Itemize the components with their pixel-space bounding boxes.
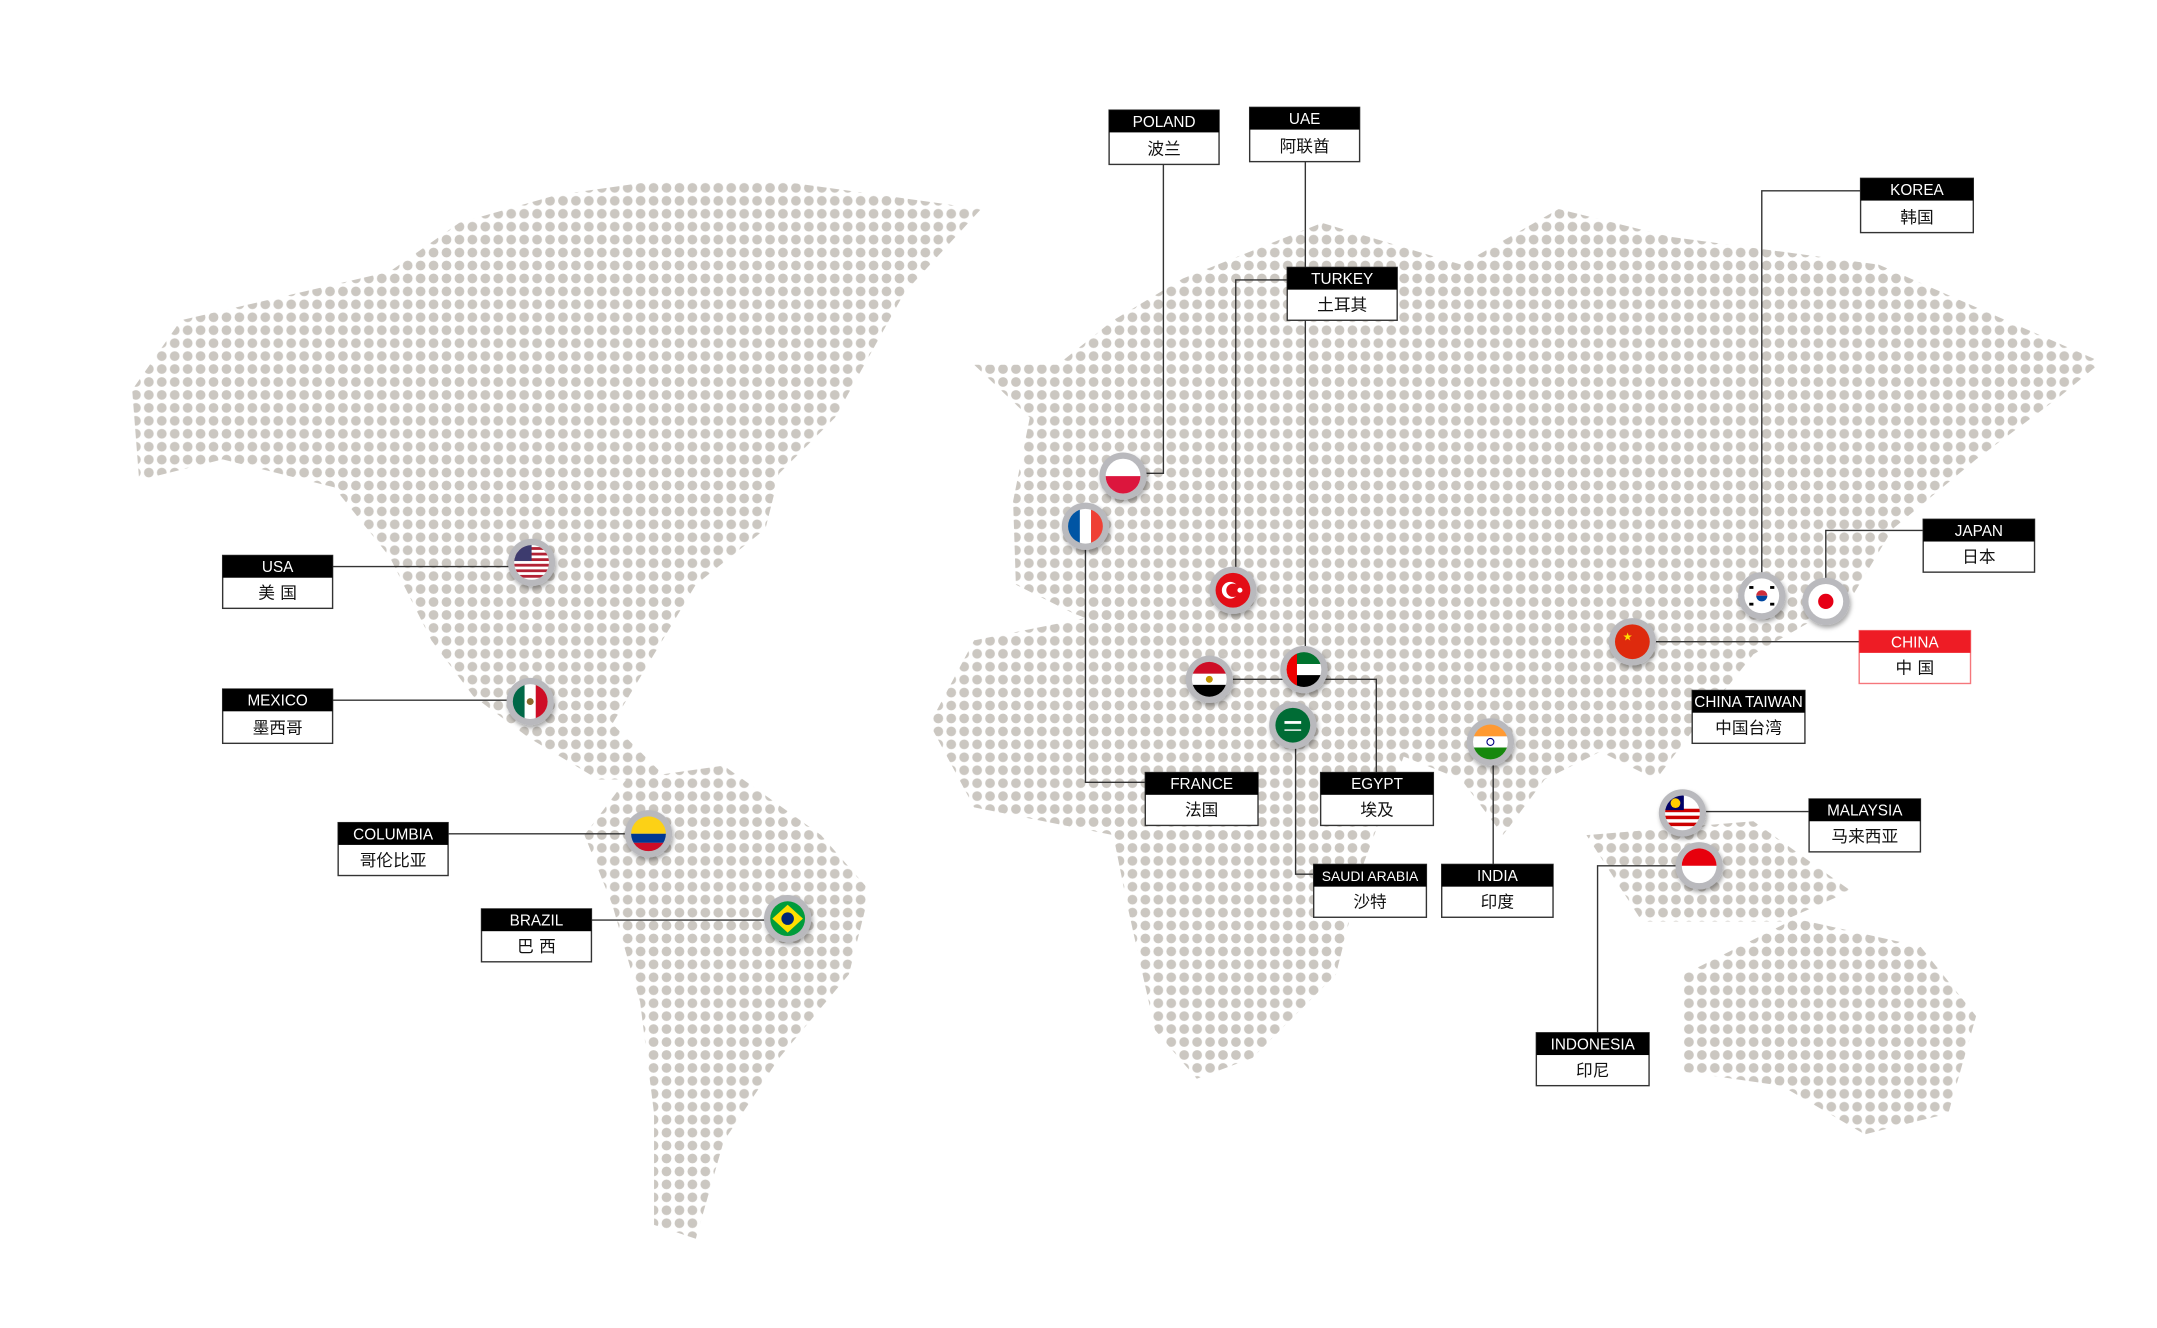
label-en: FRANCE — [1170, 776, 1233, 793]
label-zh: 韩国 — [1900, 208, 1933, 227]
label-en: KOREA — [1890, 182, 1944, 199]
label-brazil[interactable]: BRAZIL 巴 西 — [480, 908, 593, 963]
label-indonesia[interactable]: INDONESIA 印尼 — [1535, 1032, 1650, 1087]
label-poland[interactable]: POLAND 波兰 — [1108, 109, 1220, 166]
label-usa[interactable]: USA 美 国 — [221, 554, 334, 610]
label-japan[interactable]: JAPAN 日本 — [1922, 518, 2036, 573]
location-labels: POLAND 波兰 UAE 阿联酋 TURKEY 土耳其 KOREA 韩国 JAPAN 日… — [221, 106, 2036, 1087]
india-flag-icon[interactable] — [1466, 718, 1515, 766]
label-en: MEXICO — [247, 693, 307, 710]
label-en: INDONESIA — [1551, 1036, 1636, 1053]
label-turkey[interactable]: TURKEY 土耳其 — [1286, 266, 1398, 321]
mexico-flag-icon[interactable] — [506, 677, 554, 726]
label-mexico[interactable]: MEXICO 墨西哥 — [221, 688, 334, 745]
australia — [1683, 918, 1977, 1135]
indonesia-flag-icon[interactable] — [1675, 842, 1723, 890]
svg-text:★: ★ — [1623, 630, 1633, 643]
label-zh: 印度 — [1481, 893, 1515, 912]
label-india[interactable]: INDIA 印度 — [1441, 863, 1554, 918]
label-france[interactable]: FRANCE 法国 — [1144, 771, 1259, 827]
label-en: CHINA TAIWAN — [1694, 694, 1803, 711]
label-zh: 日本 — [1962, 547, 1996, 566]
label-korea[interactable]: KOREA 韩国 — [1859, 177, 1975, 234]
china-flag-icon[interactable]: ★ — [1608, 618, 1657, 666]
label-zh: 哥伦比亚 — [360, 851, 427, 870]
label-china[interactable]: CHINA 中 国 — [1858, 629, 1972, 685]
label-saudi-arabia[interactable]: SAUDI ARABIA 沙特 — [1312, 863, 1428, 918]
label-en: TURKEY — [1311, 271, 1373, 288]
label-zh: 墨西哥 — [253, 719, 303, 738]
label-zh: 土耳其 — [1317, 296, 1367, 315]
turkey-flag-icon[interactable] — [1209, 566, 1257, 614]
usa-flag-icon[interactable] — [507, 538, 556, 587]
korea-flag-icon[interactable] — [1738, 572, 1786, 620]
egypt-flag-icon[interactable] — [1185, 655, 1233, 703]
colombia-flag-icon[interactable] — [624, 810, 673, 858]
label-zh: 沙特 — [1353, 893, 1386, 912]
label-en: COLUMBIA — [353, 826, 434, 843]
label-egypt[interactable]: EGYPT 埃及 — [1319, 771, 1435, 827]
label-en: INDIA — [1477, 868, 1519, 885]
label-malaysia[interactable]: MALAYSIA 马来西亚 — [1808, 798, 1922, 853]
continents-dotted — [132, 181, 2102, 1239]
label-zh: 阿联酋 — [1280, 137, 1330, 156]
label-zh: 埃及 — [1360, 801, 1394, 820]
label-zh: 美 国 — [258, 584, 297, 603]
label-en: EGYPT — [1351, 776, 1403, 793]
label-zh: 法国 — [1185, 801, 1218, 820]
label-en: SAUDI ARABIA — [1322, 868, 1419, 884]
flag-markers: ★ — [506, 452, 1850, 943]
poland-flag-icon[interactable] — [1099, 452, 1147, 500]
label-zh: 印尼 — [1576, 1061, 1609, 1080]
label-zh: 中 国 — [1896, 659, 1935, 678]
label-uae[interactable]: UAE 阿联酋 — [1248, 106, 1361, 163]
label-columbia[interactable]: COLUMBIA 哥伦比亚 — [337, 821, 449, 877]
label-china-taiwan[interactable]: CHINA TAIWAN 中国台湾 — [1691, 689, 1806, 745]
north-america — [132, 181, 982, 780]
label-en: JAPAN — [1955, 523, 2003, 540]
france-flag-icon[interactable] — [1061, 502, 1110, 550]
brazil-flag-icon[interactable] — [763, 895, 812, 943]
label-en: CHINA — [1891, 634, 1939, 651]
label-en: UAE — [1289, 111, 1320, 128]
label-en: MALAYSIA — [1827, 803, 1903, 820]
label-en: BRAZIL — [510, 913, 564, 930]
malaysia-flag-icon[interactable] — [1658, 789, 1707, 837]
japan-flag-icon[interactable] — [1802, 577, 1850, 626]
uae-flag-icon[interactable] — [1280, 645, 1328, 694]
leader-lines — [332, 161, 1924, 1033]
saudi-flag-icon[interactable] — [1269, 701, 1317, 749]
label-en: USA — [262, 559, 294, 576]
label-zh: 中国台湾 — [1715, 719, 1782, 738]
south-america — [584, 765, 870, 1239]
label-zh: 马来西亚 — [1831, 827, 1898, 846]
label-en: POLAND — [1133, 114, 1196, 131]
label-zh: 巴 西 — [517, 937, 556, 956]
label-zh: 波兰 — [1147, 140, 1180, 159]
